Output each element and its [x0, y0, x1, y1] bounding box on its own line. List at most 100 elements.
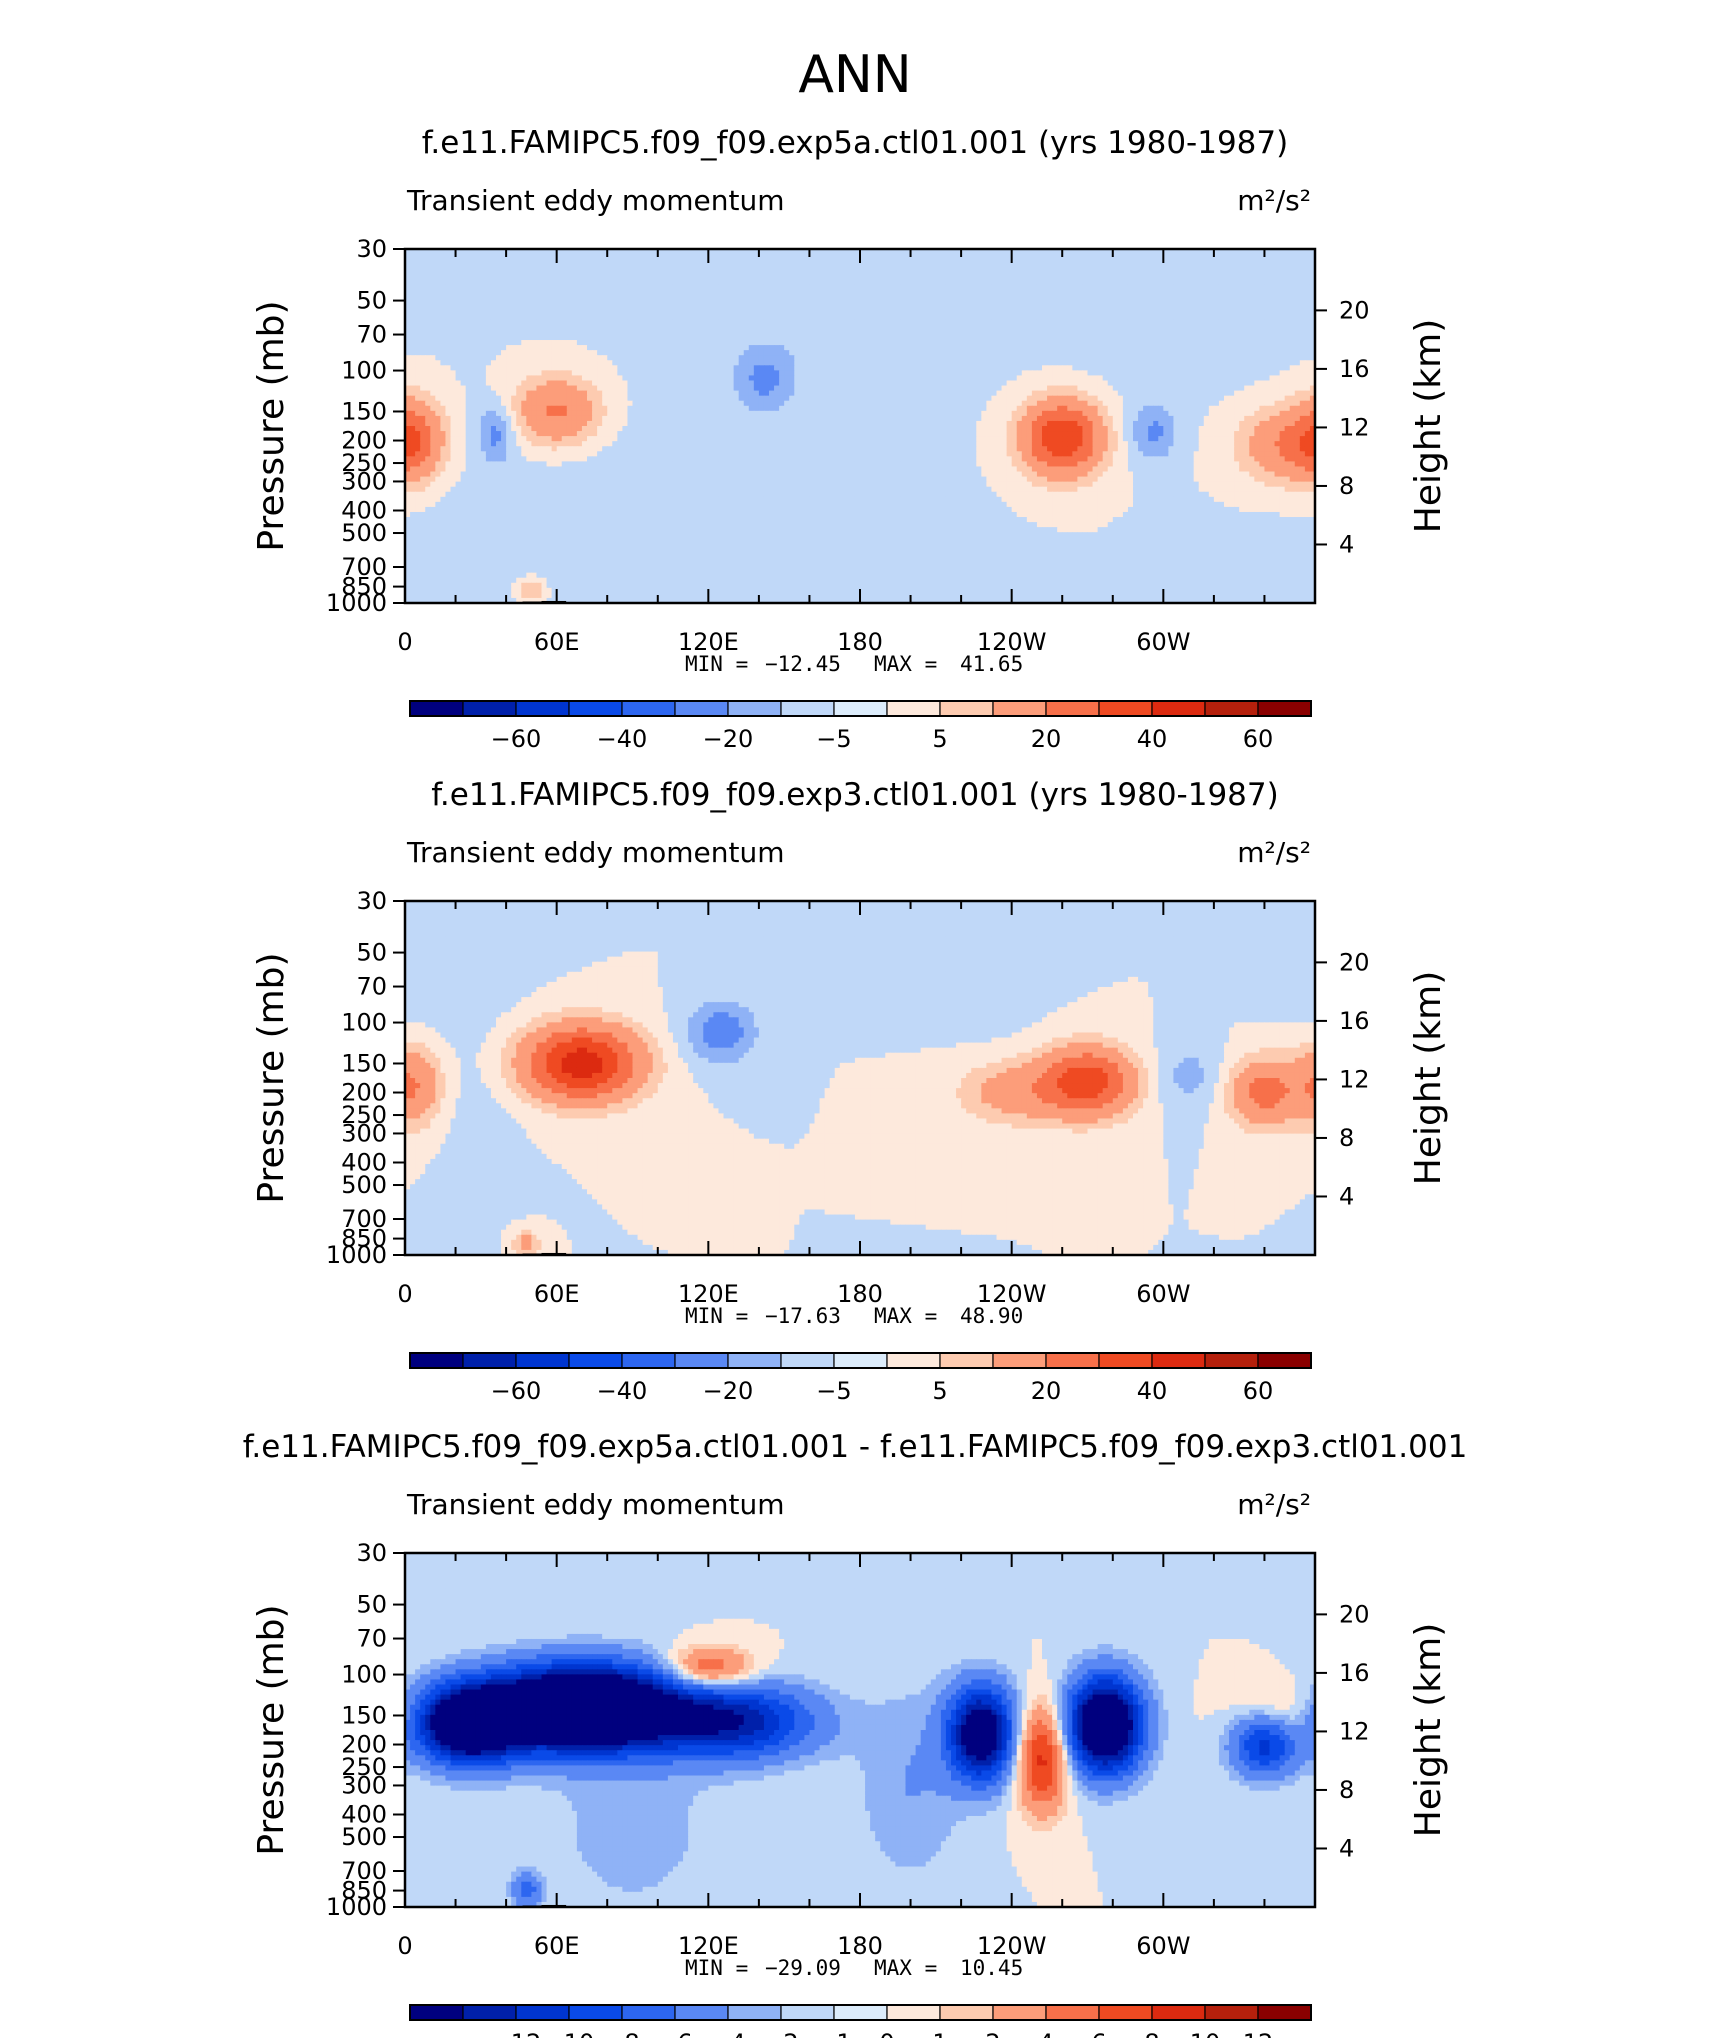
- contour-cell: [819, 304, 826, 311]
- contour-cell: [905, 365, 912, 371]
- contour-cell: [536, 254, 543, 260]
- contour-cell: [1289, 345, 1296, 351]
- contour-cell: [1122, 284, 1129, 291]
- contour-cell: [496, 329, 502, 336]
- contour-cell: [738, 380, 745, 387]
- contour-cell: [1198, 340, 1205, 346]
- contour-cell: [986, 299, 993, 306]
- contour-cell: [819, 299, 826, 306]
- contour-cell: [511, 385, 517, 392]
- contour-cell: [875, 334, 881, 341]
- contour-cell: [1259, 294, 1266, 301]
- contour-cell: [1234, 345, 1240, 351]
- contour-cell: [1299, 334, 1306, 341]
- contour-cell: [1183, 360, 1190, 366]
- contour-cell: [1284, 274, 1291, 280]
- contour-cell: [769, 355, 775, 361]
- contour-cell: [1173, 299, 1180, 306]
- contour-cell: [1198, 259, 1205, 265]
- contour-cell: [789, 274, 795, 280]
- contour-cell: [733, 355, 740, 361]
- contour-cell: [1016, 360, 1023, 366]
- contour-cell: [1234, 299, 1240, 306]
- contour-cell: [1087, 324, 1094, 331]
- contour-cell: [935, 329, 942, 336]
- contour-cell: [819, 264, 826, 270]
- contour-cell: [637, 249, 644, 255]
- contour-cell: [1244, 324, 1250, 331]
- contour-cell: [1087, 309, 1094, 316]
- contour-cell: [1203, 345, 1210, 351]
- contour-cell: [723, 249, 730, 255]
- contour-cell: [1234, 319, 1240, 326]
- contour-cell: [445, 294, 452, 301]
- contour-cell: [925, 319, 932, 326]
- contour-cell: [865, 299, 871, 306]
- contour-cell: [809, 254, 816, 260]
- contour-cell: [1042, 254, 1048, 260]
- contour-cell: [870, 269, 876, 275]
- contour-cell: [526, 259, 532, 265]
- contour-cell: [521, 319, 527, 326]
- contour-cell: [435, 385, 441, 392]
- contour-cell: [617, 375, 623, 382]
- contour-cell: [496, 350, 502, 356]
- contour-cell: [1117, 340, 1124, 346]
- contour-cell: [1254, 264, 1260, 270]
- contour-cell: [1117, 269, 1124, 275]
- contour-cell: [496, 279, 502, 285]
- contour-cell: [769, 340, 775, 346]
- contour-cell: [703, 289, 709, 296]
- contour-cell: [1057, 329, 1063, 336]
- contour-cell: [1026, 284, 1033, 291]
- contour-cell: [940, 329, 947, 336]
- contour-cell: [1178, 304, 1185, 311]
- contour-cell: [556, 345, 563, 351]
- contour-cell: [647, 375, 654, 382]
- contour-cell: [683, 360, 689, 366]
- contour-cell: [834, 365, 841, 371]
- contour-cell: [561, 345, 568, 351]
- contour-cell: [1249, 289, 1255, 296]
- contour-cell: [602, 294, 608, 301]
- contour-cell: [566, 370, 573, 377]
- contour-cell: [607, 254, 613, 260]
- contour-cell: [819, 294, 826, 301]
- contour-cell: [804, 309, 811, 316]
- contour-cell: [511, 249, 517, 255]
- contour-cell: [865, 355, 871, 361]
- contour-cell: [849, 334, 856, 341]
- contour-cell: [708, 350, 714, 356]
- contour-cell: [708, 329, 714, 336]
- contour-cell: [956, 380, 962, 387]
- contour-cell: [758, 259, 765, 265]
- contour-cell: [829, 319, 836, 326]
- contour-cell: [1138, 309, 1144, 316]
- contour-cell: [779, 299, 785, 306]
- contour-cell: [748, 380, 755, 387]
- contour-cell: [748, 375, 755, 382]
- contour-cell: [1016, 329, 1023, 336]
- contour-cell: [1117, 259, 1124, 265]
- contour-cell: [1229, 274, 1235, 280]
- contour-cell: [678, 345, 684, 351]
- contour-cell: [1072, 294, 1078, 301]
- contour-cell: [945, 294, 952, 301]
- contour-cell: [915, 314, 922, 321]
- contour-cell: [1026, 319, 1033, 326]
- contour-cell: [450, 264, 457, 270]
- contour-cell: [698, 289, 704, 296]
- contour-cell: [587, 340, 593, 346]
- contour-cell: [1279, 350, 1286, 356]
- contour-cell: [576, 289, 583, 296]
- contour-cell: [672, 254, 679, 260]
- contour-cell: [561, 309, 568, 316]
- contour-cell: [455, 274, 462, 280]
- contour-cell: [1234, 289, 1240, 296]
- contour-cell: [516, 294, 522, 301]
- contour-cell: [804, 385, 811, 392]
- contour-cell: [1168, 279, 1175, 285]
- contour-cell: [556, 269, 563, 275]
- contour-cell: [1183, 355, 1190, 361]
- contour-cell: [642, 324, 649, 331]
